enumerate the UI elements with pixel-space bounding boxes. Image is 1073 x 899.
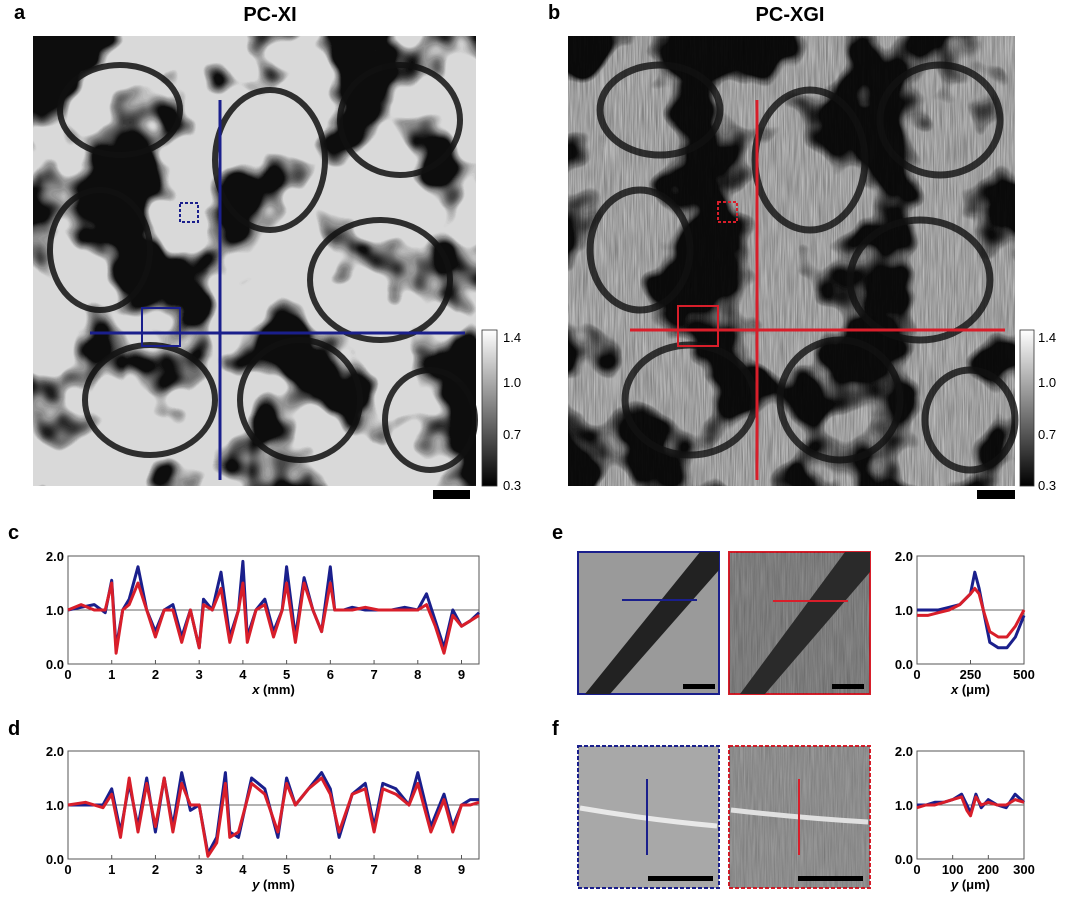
x-tick-label: 7 <box>370 667 377 682</box>
svg-text:1.0: 1.0 <box>1038 375 1056 390</box>
chart-d: 0.0 1.0 2.0 0 1 2 3 4 5 6 7 8 9 y (mm) <box>46 744 480 892</box>
colorbar-b: 1.4 1.0 0.7 0.3 <box>1019 329 1056 493</box>
svg-text:0.7: 0.7 <box>1038 427 1056 442</box>
x-tick-label: 500 <box>1013 667 1035 682</box>
series-line <box>917 586 1026 639</box>
series-line <box>916 795 1025 818</box>
x-tick-label: 2 <box>152 667 159 682</box>
series-line <box>67 776 480 858</box>
y-tick-label: 1.0 <box>46 603 64 618</box>
x-tick-label: 0 <box>64 862 71 877</box>
inset-f-xgi <box>728 745 871 889</box>
y-tick-label: 0.0 <box>895 852 913 867</box>
x-tick-label: 0 <box>913 667 920 682</box>
x-tick-label: 0 <box>913 862 920 877</box>
panel-label-c: c <box>8 522 20 544</box>
x-tick-label: 200 <box>977 862 999 877</box>
y-tick-label: 2.0 <box>895 744 913 759</box>
x-tick-label: 1 <box>108 862 115 877</box>
svg-text:0.3: 0.3 <box>503 478 521 493</box>
x-tick-label: 100 <box>942 862 964 877</box>
x-axis-label: y (mm) <box>251 877 295 892</box>
panel-title-b: PC-XGI <box>755 4 825 26</box>
x-tick-label: 8 <box>414 862 421 877</box>
x-tick-label: 7 <box>370 862 377 877</box>
x-tick-label: 9 <box>458 862 465 877</box>
y-tick-label: 0.0 <box>46 852 64 867</box>
y-tick-label: 1.0 <box>895 798 913 813</box>
x-tick-label: 0 <box>64 667 71 682</box>
pc-xi-image <box>33 36 478 499</box>
svg-text:0.3: 0.3 <box>1038 478 1056 493</box>
panel-label-a: a <box>14 2 26 24</box>
pc-xgi-image <box>568 36 1019 499</box>
svg-text:0.7: 0.7 <box>503 427 521 442</box>
series-line <box>917 570 1026 650</box>
svg-text:1.0: 1.0 <box>503 375 521 390</box>
x-axis-label: x (μm) <box>950 682 990 697</box>
x-tick-label: 3 <box>196 862 203 877</box>
svg-text:1.4: 1.4 <box>1038 330 1056 345</box>
x-tick-label: 6 <box>327 862 334 877</box>
x-tick-label: 4 <box>239 862 247 877</box>
panel-label-f: f <box>552 718 559 740</box>
x-tick-label: 9 <box>458 667 465 682</box>
y-tick-label: 1.0 <box>46 798 64 813</box>
x-tick-label: 5 <box>283 862 290 877</box>
x-tick-label: 3 <box>196 667 203 682</box>
y-tick-label: 2.0 <box>46 744 64 759</box>
chart-e: 0.0 1.0 2.0 0 250 500 x (μm) <box>895 549 1035 697</box>
chart-c: 0.0 1.0 2.0 0 1 2 3 4 5 6 7 8 9 x (mm) <box>46 549 481 697</box>
panel-label-e: e <box>552 522 564 544</box>
x-tick-label: 5 <box>283 667 290 682</box>
series-line <box>67 559 481 650</box>
x-tick-label: 6 <box>327 667 334 682</box>
inset-e-xgi <box>728 551 871 695</box>
y-tick-label: 2.0 <box>46 549 64 564</box>
y-tick-label: 2.0 <box>895 549 913 564</box>
x-axis-label: x (mm) <box>251 682 295 697</box>
x-axis-label: y (μm) <box>950 877 990 892</box>
x-tick-label: 2 <box>152 862 159 877</box>
series-line <box>67 581 480 655</box>
x-tick-label: 300 <box>1013 862 1035 877</box>
colorbar-a: 1.4 1.0 0.7 0.3 <box>481 329 521 493</box>
x-tick-label: 4 <box>239 667 247 682</box>
panel-label-d: d <box>8 718 21 740</box>
panel-title-a: PC-XI <box>243 4 297 26</box>
inset-f-xi <box>577 745 720 889</box>
chart-f: 0.0 1.0 2.0 0 100 200 300 y (μm) <box>895 744 1035 892</box>
y-tick-label: 1.0 <box>895 603 913 618</box>
y-tick-label: 0.0 <box>895 657 913 672</box>
inset-e-xi <box>577 551 720 695</box>
panel-label-b: b <box>548 2 561 24</box>
x-tick-label: 1 <box>108 667 115 682</box>
svg-text:1.4: 1.4 <box>503 330 521 345</box>
y-tick-label: 0.0 <box>46 657 64 672</box>
x-tick-label: 8 <box>414 667 421 682</box>
x-tick-label: 250 <box>960 667 982 682</box>
